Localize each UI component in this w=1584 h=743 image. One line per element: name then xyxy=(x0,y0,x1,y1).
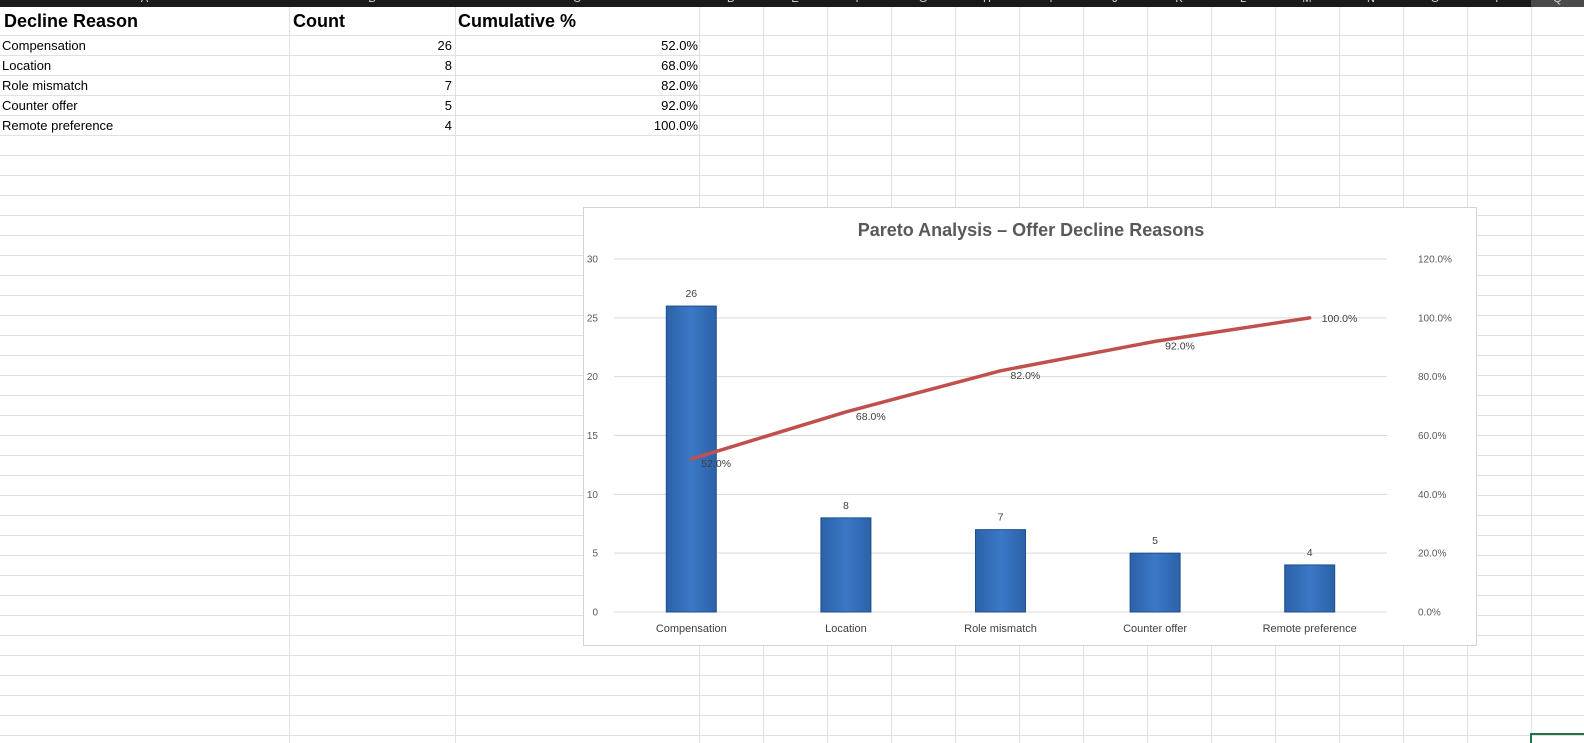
column-header-d[interactable]: D xyxy=(711,0,751,5)
column-header-a[interactable]: A xyxy=(125,0,165,5)
cell-reason[interactable]: Compensation xyxy=(2,38,86,53)
bar xyxy=(1284,564,1336,613)
column-header-q[interactable]: Q xyxy=(1538,0,1578,5)
column-header-j[interactable]: J xyxy=(1095,0,1135,5)
cell-reason[interactable]: Location xyxy=(2,58,52,73)
column-header-b[interactable]: B xyxy=(352,0,392,5)
bar-data-label: 4 xyxy=(1307,547,1313,559)
column-header-m[interactable]: M xyxy=(1287,0,1327,5)
row-gridline xyxy=(0,675,1584,676)
column-header-k[interactable]: K xyxy=(1159,0,1199,5)
row-gridline xyxy=(0,75,1584,76)
y-tick-label: 5 xyxy=(592,549,598,560)
row-gridline xyxy=(0,735,1584,736)
y-tick-label: 10 xyxy=(587,490,599,501)
cumulative-line xyxy=(689,316,1312,461)
y2-tick-label: 60.0% xyxy=(1418,431,1446,442)
bar-data-label: 8 xyxy=(843,500,849,512)
row-gridline xyxy=(0,55,1584,56)
column-header-f[interactable]: F xyxy=(839,0,879,5)
x-category-label: Compensation xyxy=(656,623,727,635)
x-category-label: Location xyxy=(825,623,867,635)
line-data-label: 68.0% xyxy=(856,411,886,423)
column-header-h[interactable]: H xyxy=(967,0,1007,5)
cell-cumulative[interactable]: 68.0% xyxy=(661,58,698,73)
row-gridline xyxy=(0,95,1584,96)
cell-reason[interactable]: Remote preference xyxy=(2,118,114,133)
x-category-label: Remote preference xyxy=(1263,623,1357,635)
header-cumulative[interactable]: Cumulative % xyxy=(458,11,577,31)
row-gridline xyxy=(0,715,1584,716)
active-cell-selection[interactable] xyxy=(1530,733,1584,743)
row-gridline xyxy=(0,35,1584,36)
column-header-i[interactable]: I xyxy=(1031,0,1071,5)
x-category-label: Counter offer xyxy=(1123,623,1187,635)
bar-data-label: 7 xyxy=(998,512,1004,524)
y2-tick-label: 40.0% xyxy=(1418,490,1446,501)
pareto-chart[interactable]: Pareto Analysis – Offer Decline Reasons … xyxy=(583,207,1477,646)
row-gridline xyxy=(0,175,1584,176)
column-header-p[interactable]: P xyxy=(1479,0,1519,5)
x-category-label: Role mismatch xyxy=(964,623,1037,635)
column-header-o[interactable]: O xyxy=(1415,0,1455,5)
cell-cumulative[interactable]: 82.0% xyxy=(661,78,698,93)
row-gridline xyxy=(0,135,1584,136)
header-decline-reason[interactable]: Decline Reason xyxy=(4,11,139,31)
cell-reason[interactable]: Role mismatch xyxy=(2,78,88,93)
column-header-n[interactable]: N xyxy=(1351,0,1391,5)
y-tick-label: 15 xyxy=(587,431,599,442)
cell-cumulative[interactable]: 92.0% xyxy=(661,98,698,113)
cell-count[interactable]: 7 xyxy=(444,78,452,93)
line-data-label: 52.0% xyxy=(701,458,731,470)
row-gridline xyxy=(0,155,1584,156)
cell-count[interactable]: 26 xyxy=(437,38,452,53)
y2-tick-label: 120.0% xyxy=(1418,255,1452,266)
y2-tick-label: 0.0% xyxy=(1418,608,1441,619)
bar-data-label: 26 xyxy=(685,288,697,300)
cell-count[interactable]: 8 xyxy=(444,58,452,73)
y-tick-label: 25 xyxy=(587,313,599,324)
y-tick-label: 0 xyxy=(592,608,598,619)
cell-count[interactable]: 5 xyxy=(444,98,452,113)
column-header-g[interactable]: G xyxy=(903,0,943,5)
column-header-e[interactable]: E xyxy=(775,0,815,5)
bar xyxy=(975,529,1026,613)
row-gridline xyxy=(0,115,1584,116)
cell-cumulative[interactable]: 100.0% xyxy=(653,118,698,133)
chart-canvas: Pareto Analysis – Offer Decline Reasons … xyxy=(587,220,1452,635)
column-header-l[interactable]: L xyxy=(1223,0,1263,5)
bar xyxy=(820,517,872,613)
row-gridline xyxy=(0,195,1584,196)
header-count[interactable]: Count xyxy=(293,11,345,31)
y2-tick-label: 100.0% xyxy=(1418,313,1452,324)
y2-tick-label: 20.0% xyxy=(1418,549,1446,560)
cell-reason[interactable]: Counter offer xyxy=(2,98,78,113)
selected-column-header[interactable] xyxy=(1531,0,1584,7)
row-gridline xyxy=(0,695,1584,696)
line-data-label: 100.0% xyxy=(1322,313,1358,325)
row-gridline xyxy=(0,655,1584,656)
bar xyxy=(1129,552,1181,613)
line-data-label: 82.0% xyxy=(1011,370,1041,382)
bar-data-label: 5 xyxy=(1152,535,1158,547)
cell-cumulative[interactable]: 52.0% xyxy=(661,38,698,53)
cell-count[interactable]: 4 xyxy=(444,118,452,133)
column-header-c[interactable]: C xyxy=(557,0,597,5)
y2-tick-label: 80.0% xyxy=(1418,372,1446,383)
y-tick-label: 30 xyxy=(587,255,599,266)
y-tick-label: 20 xyxy=(587,372,599,383)
chart-title: Pareto Analysis – Offer Decline Reasons xyxy=(858,220,1204,240)
column-header-bar: A B C D E F G H I J K L M N O P Q xyxy=(0,0,1584,7)
line-data-label: 92.0% xyxy=(1165,340,1195,352)
